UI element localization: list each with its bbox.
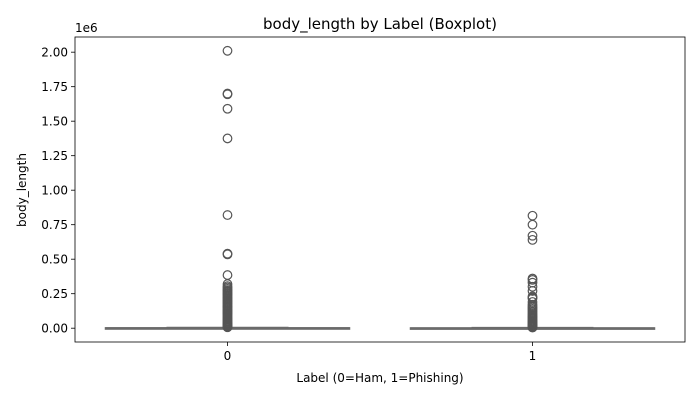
y-axis-ticks: 0.00 0.25 0.50 0.75 1.00 1.25 1.50 1.75 2.00 bbox=[41, 45, 75, 335]
x-tick-label: 0 bbox=[224, 349, 232, 363]
outlier-point bbox=[222, 103, 233, 114]
chart-title: body_length by Label (Boxplot) bbox=[263, 15, 497, 34]
outlier-point bbox=[527, 219, 538, 230]
y-tick-label: 1.25 bbox=[41, 149, 68, 163]
y-tick-label: 0.75 bbox=[41, 218, 68, 232]
y-tick-label: 2.00 bbox=[41, 45, 68, 59]
outlier-point bbox=[222, 45, 233, 56]
outlier-point bbox=[527, 322, 538, 333]
plot-area bbox=[104, 45, 656, 333]
y-tick-label: 0.25 bbox=[41, 287, 68, 301]
box-group-1 bbox=[409, 210, 656, 333]
y-tick-label: 0.00 bbox=[41, 321, 68, 335]
y-tick-label: 1.50 bbox=[41, 114, 68, 128]
axes-frame bbox=[74, 36, 686, 343]
outlier-point bbox=[222, 89, 233, 100]
outlier-point bbox=[527, 210, 538, 221]
y-offset-label: 1e6 bbox=[75, 21, 98, 35]
outlier-point bbox=[222, 133, 233, 144]
x-tick-label: 1 bbox=[529, 349, 537, 363]
outlier-point bbox=[527, 230, 538, 241]
box-group-0 bbox=[104, 45, 351, 333]
outlier-point bbox=[222, 322, 233, 333]
outlier-point bbox=[527, 234, 538, 245]
outlier-point bbox=[527, 274, 538, 285]
outlier-point bbox=[222, 249, 233, 260]
outlier-point bbox=[527, 281, 538, 292]
outlier-point bbox=[222, 270, 233, 280]
y-tick-label: 1.75 bbox=[41, 80, 68, 94]
x-axis-label: Label (0=Ham, 1=Phishing) bbox=[296, 371, 463, 385]
y-axis-label: body_length bbox=[15, 153, 29, 227]
outlier-point bbox=[222, 210, 233, 220]
outlier-point bbox=[527, 286, 538, 296]
y-tick-label: 0.50 bbox=[41, 252, 68, 266]
y-tick-label: 1.00 bbox=[41, 183, 68, 197]
